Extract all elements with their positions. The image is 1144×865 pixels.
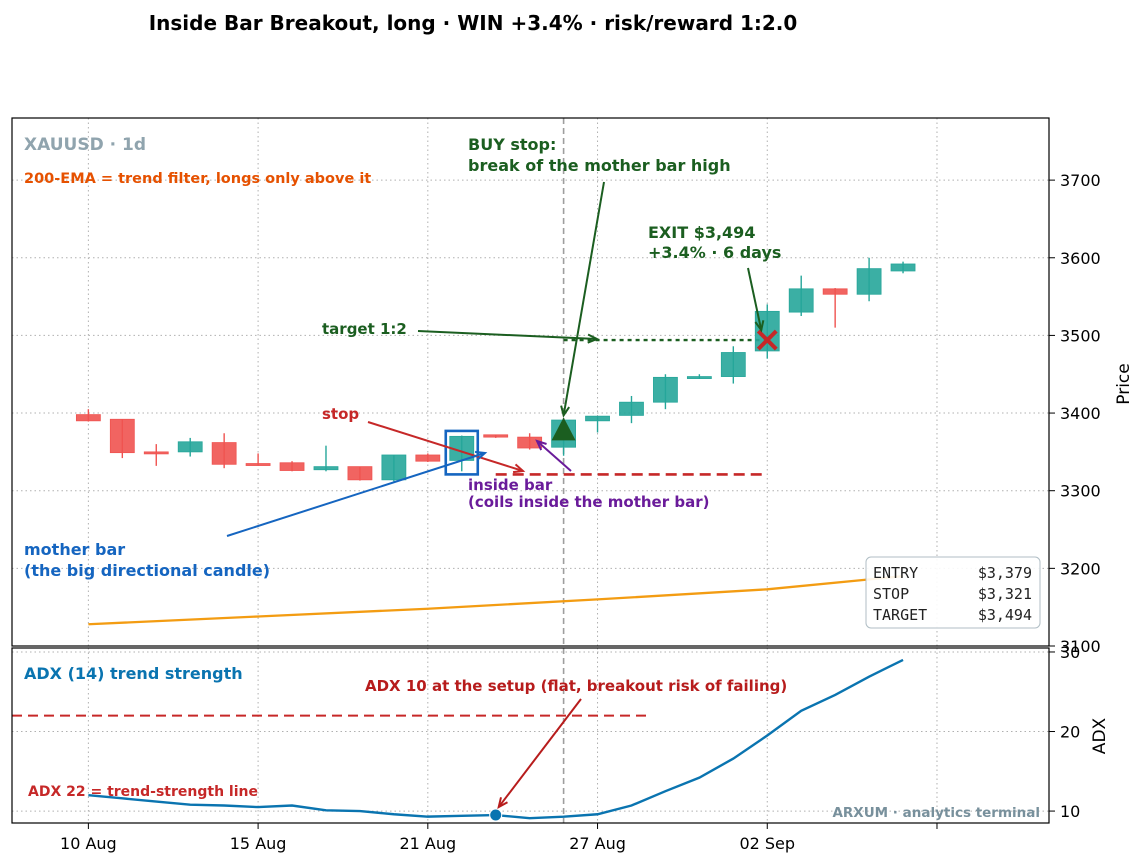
candle-body: [279, 462, 305, 471]
adx-panel-frame: [11, 647, 1050, 824]
exit-arrow-head: [754, 320, 765, 333]
candle-body: [720, 352, 746, 377]
price-panel-frame: [11, 117, 1050, 647]
buy-stop-detail: break of the mother bar high: [468, 156, 731, 175]
candle-body: [347, 466, 373, 481]
adx-grid: [12, 648, 1049, 823]
target-arrow-head: [587, 333, 600, 344]
x-tick-label: 15 Aug: [230, 834, 287, 853]
entry-marker: [551, 417, 576, 441]
exit-arrow-shaft: [747, 267, 763, 331]
candle-body: [143, 451, 169, 455]
price-layer: [75, 118, 916, 646]
price-tick-label: 3300: [1060, 482, 1101, 501]
trade-info-box: ENTRY $3,379 STOP $3,321 TARGET $3,494: [865, 556, 1041, 629]
buy-stop-arrow-head: [560, 405, 571, 418]
target-arrow: [417, 330, 600, 344]
candle-body: [686, 376, 712, 379]
buy-stop-arrow-shaft: [562, 181, 605, 416]
candle-body: [483, 434, 509, 438]
exit-arrow: [747, 267, 765, 333]
candle-body: [211, 442, 237, 465]
exit-detail: +3.4% · 6 days: [648, 243, 781, 262]
adx-setup-arrow-shaft: [497, 698, 582, 808]
x-tick-label: 27 Aug: [569, 834, 626, 853]
target-arrow-shaft: [417, 330, 598, 340]
adx-layer: [12, 648, 904, 823]
candle-body: [788, 288, 814, 313]
inside-bar-arrow-shaft: [536, 440, 572, 472]
inside-bar-label: inside bar: [468, 476, 553, 494]
mother-bar-detail: (the big directional candle): [24, 561, 270, 580]
watermark: ARXUM · analytics terminal: [832, 805, 1040, 821]
price-tick-label: 3700: [1060, 171, 1101, 190]
candle-body: [177, 441, 203, 453]
adx-setup-note: ADX 10 at the setup (flat, breakout risk…: [365, 677, 787, 695]
price-axis: 3100 3200 3300 3400 3500 3600 3700: [1049, 171, 1101, 656]
candle-body: [585, 415, 610, 422]
buy-stop-label: BUY stop:: [468, 135, 556, 154]
candle-body: [109, 418, 135, 454]
stop-arrow: [367, 421, 526, 474]
symbol-label: XAUUSD · 1d: [24, 135, 146, 155]
ema-note: 200-EMA = trend filter, longs only above…: [24, 171, 371, 187]
adx-panel-label: ADX (14) trend strength: [24, 664, 243, 683]
exit-marker-stroke-b: [756, 329, 778, 351]
candle-body: [619, 401, 644, 416]
adx-tick-label: 20: [1060, 723, 1080, 742]
adx-threshold-note: ADX 22 = trend-strength line: [28, 784, 258, 800]
mother-bar-arrow-head: [474, 450, 488, 461]
exit-label: EXIT $3,494: [648, 223, 755, 242]
trade-entry-label: ENTRY: [873, 564, 918, 582]
x-axis: 10 Aug 15 Aug 21 Aug 27 Aug 02 Sep: [60, 823, 938, 853]
trade-info-box-bg: [865, 556, 1041, 629]
adx-setup-arrow: [497, 698, 582, 809]
x-tick-label: 10 Aug: [60, 834, 117, 853]
price-axis-label: Price: [1114, 363, 1134, 404]
adx-tick-label: 30: [1060, 643, 1080, 662]
candle-body: [653, 376, 678, 403]
buy-stop-arrow: [560, 181, 605, 418]
chart-title: Inside Bar Breakout, long · WIN +3.4% · …: [149, 11, 798, 35]
stop-arrow-head: [512, 463, 526, 474]
candle-body: [75, 414, 101, 422]
trade-target-label: TARGET: [873, 606, 927, 624]
mother-bar-label: mother bar: [24, 540, 125, 559]
adx-setup-point: [489, 808, 503, 822]
mother-bar-arrow-shaft: [226, 452, 486, 537]
candle-body: [381, 454, 407, 481]
ema-line: [88, 574, 904, 626]
price-tick-label: 3200: [1060, 559, 1101, 578]
x-tick-label: 21 Aug: [399, 834, 456, 853]
candle-body: [890, 263, 916, 272]
mother-bar-arrow: [226, 450, 488, 537]
x-tick-label: 02 Sep: [739, 834, 795, 853]
trade-stop-label: STOP: [873, 585, 909, 603]
inside-bar-arrow: [535, 439, 572, 472]
candle-body: [313, 466, 339, 471]
stop-label: stop: [322, 405, 359, 423]
target-label: target 1:2: [322, 320, 407, 338]
adx-setup-arrow-head: [497, 797, 508, 809]
price-tick-label: 3600: [1060, 249, 1101, 268]
stop-arrow-shaft: [367, 421, 524, 472]
adx-axis-label: ADX: [1090, 717, 1110, 754]
trade-target-value: $3,494: [978, 606, 1032, 624]
adx-axis: 10 20 30: [1049, 643, 1080, 821]
candle-body: [245, 463, 271, 466]
inside-bar-detail: (coils inside the mother bar): [468, 493, 709, 511]
candle-body: [415, 454, 441, 462]
price-tick-label: 3100: [1060, 637, 1101, 656]
candle-body: [822, 288, 848, 295]
adx-tick-label: 10: [1060, 802, 1080, 821]
trade-stop-value: $3,321: [978, 585, 1032, 603]
trade-entry-value: $3,379: [978, 564, 1032, 582]
inside-bar-arrow-head: [535, 439, 547, 451]
price-tick-label: 3400: [1060, 404, 1101, 423]
candle-body: [856, 268, 882, 295]
price-tick-label: 3500: [1060, 326, 1101, 345]
